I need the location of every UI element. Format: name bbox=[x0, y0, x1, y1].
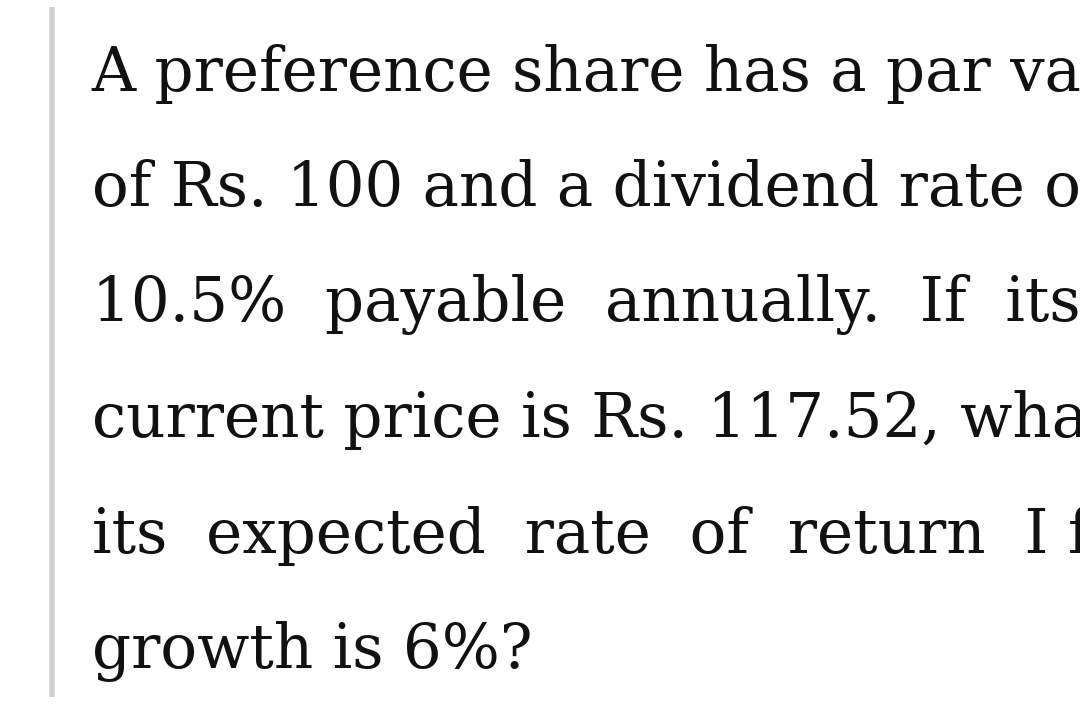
Text: of Rs. 100 and a dividend rate of: of Rs. 100 and a dividend rate of bbox=[92, 159, 1080, 220]
Text: current price is Rs. 117.52, what is: current price is Rs. 117.52, what is bbox=[92, 390, 1080, 451]
Text: A preference share has a par value: A preference share has a par value bbox=[92, 44, 1080, 104]
Text: growth is 6%?: growth is 6%? bbox=[92, 621, 532, 681]
Text: its  expected  rate  of  return  I f: its expected rate of return I f bbox=[92, 505, 1080, 566]
Text: 10.5%  payable  annually.  If  its: 10.5% payable annually. If its bbox=[92, 275, 1080, 335]
